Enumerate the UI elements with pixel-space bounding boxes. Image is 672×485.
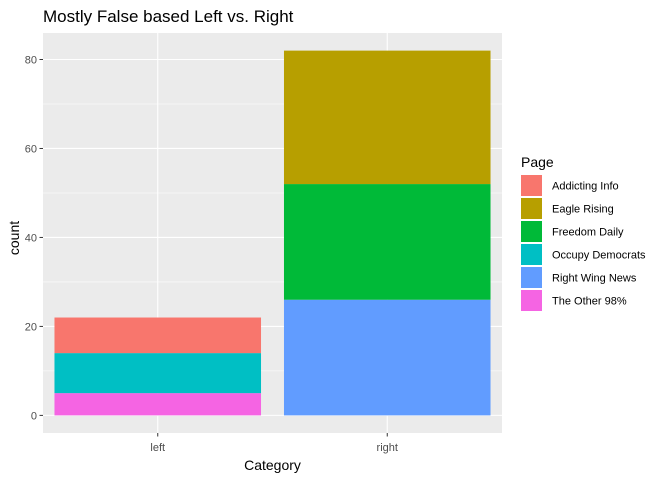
legend-label: Addicting Info xyxy=(552,181,619,193)
legend-key-right-wing-news xyxy=(521,267,542,288)
legend-items: Addicting Info Eagle Rising Freedom Daily O… xyxy=(521,175,646,311)
legend-key-the-other-98 xyxy=(521,290,542,311)
y-tick-label: 80 xyxy=(25,55,37,67)
legend-label: Eagle Rising xyxy=(552,204,614,216)
legend-label: Freedom Daily xyxy=(552,227,624,239)
chart-title: Mostly False based Left vs. Right xyxy=(43,7,294,26)
legend-label: The Other 98% xyxy=(552,296,627,308)
y-axis: 0 20 40 60 80 xyxy=(25,55,43,422)
bar-left-occupy-democrats xyxy=(54,353,262,394)
bar-right-eagle-rising xyxy=(283,50,491,185)
legend-key-occupy-democrats xyxy=(521,244,542,265)
y-axis-title: count xyxy=(6,221,22,255)
bar-right-right-wing-news xyxy=(283,299,491,416)
legend-label: Occupy Democrats xyxy=(552,250,646,262)
x-tick-label: left xyxy=(150,442,165,454)
x-axis: left right xyxy=(150,433,398,454)
x-tick-label: right xyxy=(377,442,398,454)
y-tick-label: 20 xyxy=(25,321,37,333)
legend-key-addicting-info xyxy=(521,175,542,196)
bar-left-the-other-98 xyxy=(54,393,262,416)
x-axis-title: Category xyxy=(244,457,301,473)
bar-right-freedom-daily xyxy=(283,184,491,300)
bar-left-addicting-info xyxy=(54,317,262,354)
y-tick-label: 40 xyxy=(25,232,37,244)
legend-key-freedom-daily xyxy=(521,221,542,242)
legend-title: Page xyxy=(521,154,554,170)
bars xyxy=(54,50,491,416)
legend: Page Addicting Info Eagle Rising Freedom D… xyxy=(521,154,646,311)
y-tick-label: 0 xyxy=(31,410,37,422)
y-tick-label: 60 xyxy=(25,143,37,155)
legend-label: Right Wing News xyxy=(552,273,637,285)
legend-key-eagle-rising xyxy=(521,198,542,219)
